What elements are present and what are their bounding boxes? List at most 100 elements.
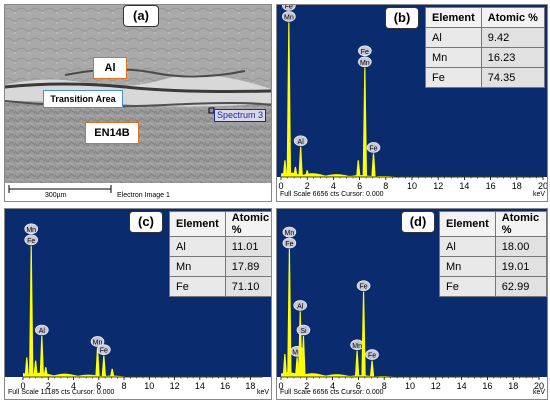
svg-text:Al: Al [298, 139, 305, 146]
peak-label-fe: Fe [358, 45, 372, 57]
table-cell: Mn [169, 256, 226, 277]
table-cell: 19.01 [494, 256, 547, 277]
spectrum-label: Spectrum 3 [214, 109, 267, 122]
table-header-cell: Element [169, 211, 226, 237]
peak-label-fe: Fe [24, 234, 39, 246]
svg-text:Fe: Fe [368, 353, 376, 360]
electron-image-label: Electron Image 1 [117, 192, 170, 199]
label-al: Al [93, 57, 127, 79]
panel-c-letter: (c) [129, 211, 163, 233]
x-tick-label: 12 [170, 381, 180, 391]
table-row: Fe 62.99 [439, 276, 547, 297]
table-row: Al 18.00 [439, 236, 547, 257]
peak-label-fe: Fe [365, 349, 379, 360]
x-tick-label: 6 [96, 381, 101, 391]
x-tick-label: 0 [20, 381, 25, 391]
panel-a-sem-image: (a) Al Transition Area EN14B Spectrum 3 … [4, 4, 272, 202]
table-row: Fe 71.10 [169, 276, 271, 297]
peak-c-0 [24, 357, 29, 377]
peak-label-fe: Fe [282, 237, 297, 249]
label-transition-area: Transition Area [43, 90, 123, 108]
table-row: Al 11.01 [169, 236, 271, 257]
spectrum-footer: Full Scale 6656 cts Cursor: 0.000 [280, 389, 384, 396]
axis-strip [5, 377, 271, 399]
peak-label-si: Si [296, 324, 311, 336]
table-row: Al 9.42 [425, 27, 545, 48]
spectrum-baseline [281, 372, 539, 377]
peak-b-4 [305, 170, 310, 177]
table-cell: 71.10 [224, 276, 271, 297]
peak-b-5 [356, 160, 361, 177]
x-tick-label: 10 [405, 381, 415, 391]
axis-strip [277, 377, 547, 399]
svg-text:Fe: Fe [361, 49, 369, 56]
peak-label-al: Al [293, 300, 308, 311]
table-row: Mn 19.01 [439, 256, 547, 277]
peak-label-mn: Mn [350, 339, 364, 351]
x-tick-label: 8 [383, 181, 388, 191]
x-tick-label: 14 [459, 181, 469, 191]
x-tick-label: 18 [245, 381, 255, 391]
peak-label-fe: Fe [282, 5, 296, 11]
x-tick-label: 16 [486, 181, 496, 191]
table-cell: Mn [425, 47, 482, 68]
peak-d-4 [301, 336, 306, 377]
axis-unit-label: keV [257, 389, 269, 396]
scale-bar-label: 300µm [45, 192, 67, 199]
peak-c-6 [101, 355, 107, 377]
panel-c-composition-table: Element Atomic % Al 11.01 Mn 17.89 Fe 71.10 [169, 211, 271, 297]
peak-b-0 [282, 160, 288, 177]
peak-label-mn: Mn [90, 336, 105, 347]
peak-b-6 [362, 67, 368, 177]
x-tick-label: 12 [431, 381, 441, 391]
peak-b-3 [298, 146, 303, 177]
peak-c-7 [109, 368, 115, 377]
panel-b-eds-spectrum: FeMnAlFeMnFe02468101214161820keVFull Sca… [276, 4, 548, 202]
svg-text:Fe: Fe [285, 5, 293, 10]
table-cell: Al [439, 236, 496, 257]
x-tick-label: 4 [330, 381, 335, 391]
peak-d-7 [369, 360, 375, 377]
svg-text:Fe: Fe [100, 348, 108, 355]
x-tick-label: 16 [482, 381, 492, 391]
table-cell: Fe [169, 276, 226, 297]
table-row: Mn 17.89 [169, 256, 271, 277]
x-tick-label: 10 [407, 181, 417, 191]
x-tick-label: 4 [71, 381, 76, 391]
peak-label-fe: Fe [366, 142, 381, 153]
table-row: Mn 16.23 [425, 47, 545, 68]
x-tick-label: 4 [331, 181, 336, 191]
svg-text:Si: Si [300, 328, 307, 335]
panel-b-letter: (b) [385, 7, 419, 29]
peak-d-0 [282, 354, 288, 377]
peak-b-7 [371, 153, 376, 177]
peak-b-1 [286, 22, 292, 177]
peak-d-1 [287, 249, 292, 377]
peak-b-2 [293, 166, 298, 177]
svg-text:Mn: Mn [285, 230, 295, 237]
spectrum-footer: Full Scale 6656 cts Cursor: 0.000 [280, 191, 384, 198]
table-row: Fe 74.35 [425, 67, 545, 88]
svg-text:Mn: Mn [284, 14, 294, 21]
table-cell: Al [425, 27, 482, 48]
table-header-cell: Atomic % [494, 211, 547, 237]
table-cell: Al [169, 236, 226, 257]
peak-label-mn: Mn [24, 223, 39, 235]
peak-d-5 [354, 350, 360, 377]
peak-c-5 [95, 347, 100, 377]
svg-text:Fe: Fe [285, 241, 293, 248]
x-tick-label: 8 [122, 381, 127, 391]
x-tick-label: 10 [144, 381, 154, 391]
x-tick-label: 16 [220, 381, 230, 391]
table-cell: 74.35 [480, 67, 545, 88]
table-cell: Fe [439, 276, 496, 297]
spectrum-baseline [23, 372, 263, 377]
svg-text:Fe: Fe [369, 145, 377, 152]
x-tick-label: 8 [382, 381, 387, 391]
peak-label-mn: Mn [282, 226, 297, 238]
panel-a-letter: (a) [123, 5, 159, 27]
x-tick-label: 12 [433, 181, 443, 191]
peak-label-mn: Mn [358, 56, 372, 68]
spectrum-baseline [281, 172, 543, 177]
peak-label-al: Al [293, 135, 308, 147]
